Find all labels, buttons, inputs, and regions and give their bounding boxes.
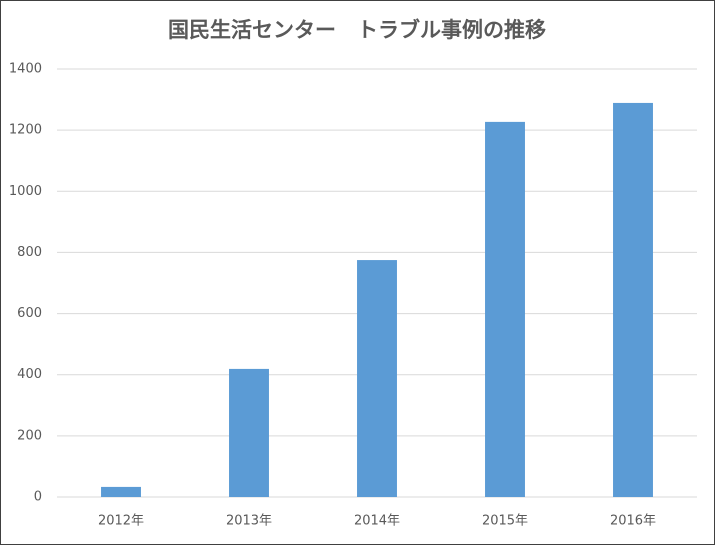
bar [357,260,397,497]
x-tick-label: 2012年 [98,514,144,529]
y-tick-label: 600 [17,306,42,321]
x-tick-label: 2013年 [226,514,272,529]
bar [613,102,653,497]
x-tick-label: 2014年 [354,514,400,529]
y-tick-label: 1400 [9,62,42,77]
y-tick-label: 1000 [9,184,42,199]
y-tick-label: 400 [17,367,42,382]
y-tick-label: 1200 [9,123,42,138]
bar [229,368,269,497]
chart-title: 国民生活センター トラブル事例の推移 [168,18,546,42]
y-tick-label: 800 [17,245,42,260]
bar [101,486,141,497]
x-tick-label: 2016年 [610,514,656,529]
y-tick-label: 200 [17,428,42,443]
bar [485,121,525,497]
y-tick-label: 0 [34,490,42,505]
x-tick-label: 2015年 [482,514,528,529]
